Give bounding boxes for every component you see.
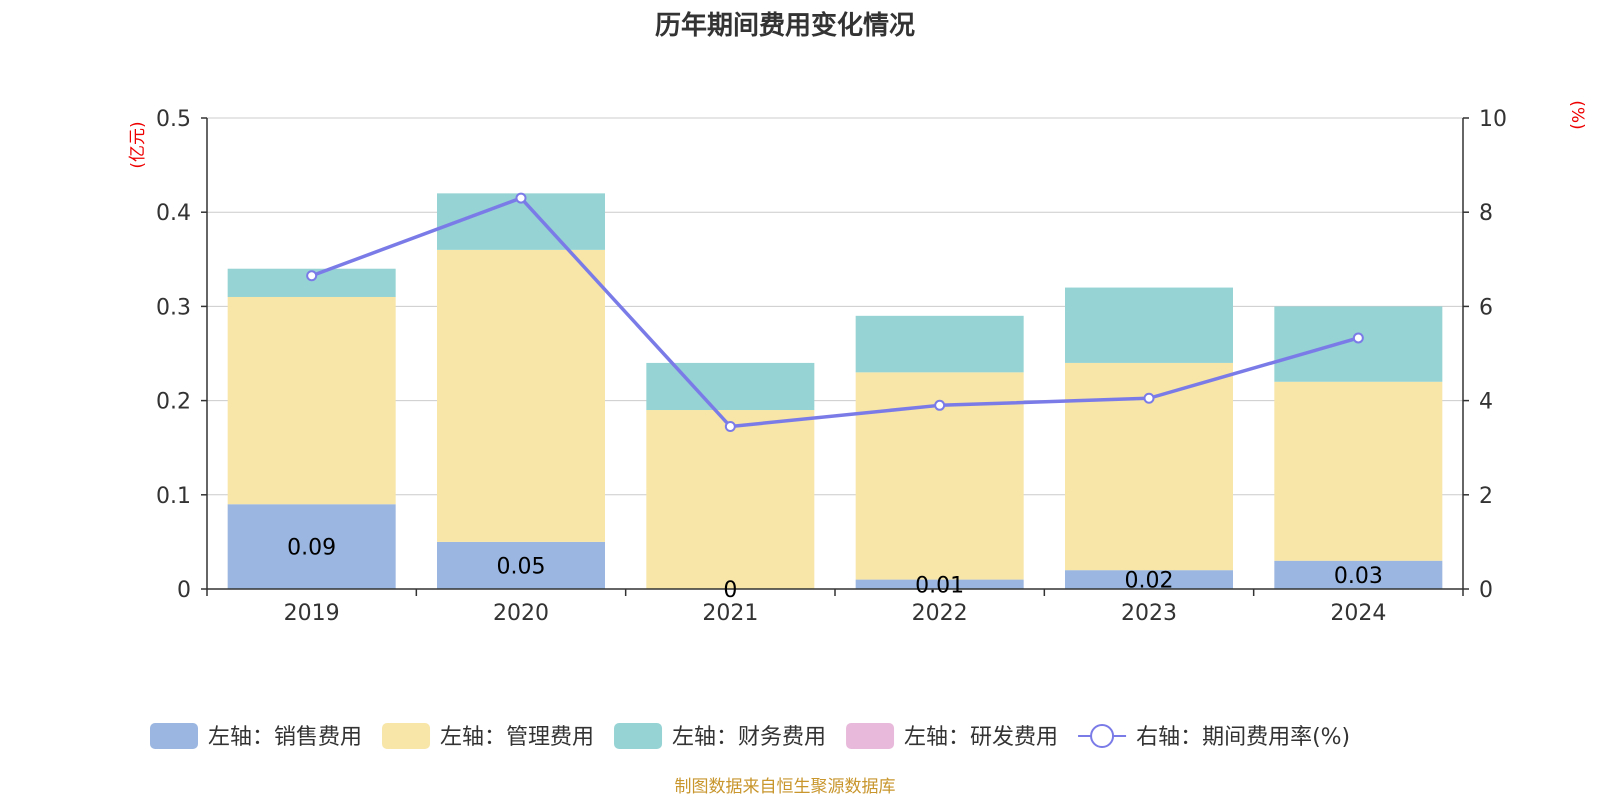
- bar-sales-2023: [1065, 570, 1233, 589]
- rate-point-2019: [306, 270, 318, 282]
- sales-value-label: 0.01: [915, 573, 964, 598]
- left-axis-tick-label: 0.3: [156, 295, 191, 320]
- left-axis-tick-label: 0: [177, 578, 191, 603]
- rate-point-2023: [1143, 392, 1155, 404]
- rate-line: [306, 192, 1364, 433]
- left-axis-tick-label: 0.4: [156, 201, 191, 226]
- bar-finance-2023: [1065, 287, 1233, 363]
- sales-value-label: 0.05: [497, 554, 546, 579]
- legend-label-sales: 左轴：销售费用: [208, 725, 362, 750]
- legend-label-finance: 左轴：财务费用: [672, 725, 826, 750]
- right-axis-tick-label: 8: [1479, 201, 1493, 226]
- x-axis-tick-label: 2023: [1121, 601, 1177, 626]
- bar-sales-2020: [437, 541, 605, 589]
- rate-point-2024: [1352, 332, 1364, 344]
- legend-swatch-rnd: [846, 723, 895, 749]
- rate-point-2020: [515, 192, 527, 204]
- right-axis-tick-label: 2: [1479, 484, 1493, 509]
- x-axis-tick-label: 2021: [702, 601, 758, 626]
- right-axis-unit-label: (%): [1567, 100, 1587, 129]
- sales-value-label: 0.09: [287, 536, 336, 561]
- rate-line-path: [311, 196, 1359, 429]
- legend-swatch-admin: [382, 723, 431, 749]
- sales-value-label: 0: [723, 578, 737, 603]
- right-axis-tick-label: 10: [1479, 107, 1507, 132]
- bar-sales-2022: [855, 579, 1024, 589]
- legend-label-admin: 左轴：管理费用: [440, 725, 594, 750]
- legend-swatch-sales: [150, 723, 198, 749]
- x-axis-tick-label: 2024: [1330, 601, 1386, 626]
- x-axis-tick-label: 2022: [912, 601, 968, 626]
- bar-finance-2024: [1274, 306, 1443, 382]
- bar-admin-2024: [1274, 381, 1443, 561]
- right-axis-tick-label: 0: [1479, 578, 1493, 603]
- right-axis-tick-label: 4: [1479, 390, 1493, 415]
- x-axis-tick-label: 2019: [284, 601, 340, 626]
- legend-label-rnd: 左轴：研发费用: [904, 725, 1058, 750]
- bar-admin-2021: [646, 410, 815, 589]
- bar-admin-2019: [227, 296, 396, 505]
- left-axis-tick-label: 0.5: [156, 107, 191, 132]
- bars: [227, 193, 1443, 589]
- rate-point-2021: [724, 421, 736, 433]
- bar-finance-2022: [855, 315, 1024, 373]
- legend: 左轴：销售费用 左轴：管理费用 左轴：财务费用 左轴：研发费用 右轴：期间费用率(%): [150, 723, 1350, 750]
- legend-swatch-finance: [614, 723, 663, 749]
- bar-sales-2024: [1274, 560, 1443, 589]
- bar-finance-2021: [646, 362, 815, 411]
- axes: 0 0.1 0.2 0.3 0.4 0.5 0 2 4 6 8 10 2019 2020 2021 2022 2…: [156, 107, 1507, 626]
- right-axis-tick-label: 6: [1479, 295, 1493, 320]
- bar-admin-2020: [437, 249, 605, 542]
- grid-lines: [207, 117, 1463, 496]
- sales-value-label: 0.02: [1125, 569, 1174, 594]
- source-note: 制图数据来自恒生聚源数据库: [675, 777, 896, 797]
- sales-value-label: 0.03: [1334, 564, 1383, 589]
- left-axis-tick-label: 0.1: [156, 484, 191, 509]
- left-axis-tick-label: 0.2: [156, 390, 191, 415]
- x-axis-tick-label: 2020: [493, 601, 549, 626]
- legend-label-rate_line: 右轴：期间费用率(%): [1136, 725, 1350, 750]
- rate-point-2022: [934, 399, 946, 411]
- legend-line-marker: [1090, 724, 1115, 748]
- chart-title: 历年期间费用变化情况: [655, 10, 915, 41]
- bar-sales-2019: [227, 504, 396, 589]
- bar-labels: 0.09 0.05 0 0.01 0.02 0.03: [287, 536, 1383, 603]
- left-axis-unit-label: (亿元): [128, 121, 148, 168]
